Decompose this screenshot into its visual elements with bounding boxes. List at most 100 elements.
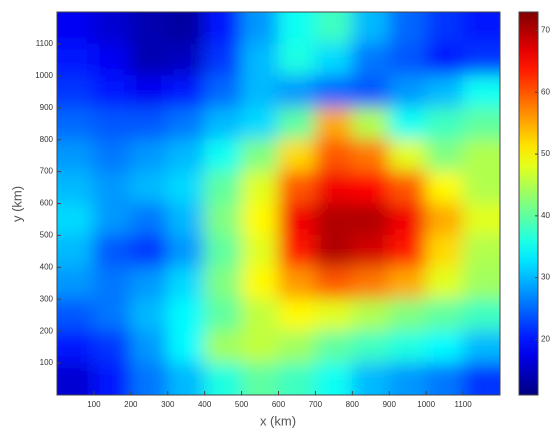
heatmap-cell (130, 12, 169, 45)
heatmap-cell (351, 75, 390, 109)
heatmap-cell (204, 107, 243, 141)
colorbar-tick-label: 50 (541, 149, 550, 158)
heatmap-cell (93, 234, 132, 268)
heatmap-cell (93, 203, 132, 236)
heatmap-cell (462, 266, 500, 300)
colorbar-tick-label: 60 (541, 87, 550, 96)
heatmap-cell (388, 43, 427, 77)
heatmap-cell (425, 75, 464, 109)
y-tick-label: 1100 (36, 39, 54, 48)
heatmap-cell (130, 139, 169, 173)
heatmap-cell (278, 171, 316, 204)
heatmap-cell (388, 330, 427, 364)
heatmap-cell (130, 362, 169, 395)
heatmap-cell (425, 330, 464, 364)
x-tick-label: 1100 (454, 400, 472, 409)
heatmap-cell (130, 298, 169, 332)
heatmap-cell (351, 43, 390, 77)
heatmap-cell (388, 362, 427, 395)
heatmap-cell (278, 234, 316, 268)
y-tick-label: 900 (40, 103, 54, 112)
heatmap-cell (93, 75, 132, 109)
x-tick-label: 700 (309, 400, 323, 409)
heatmap-cell (204, 75, 243, 109)
x-tick-label: 600 (272, 400, 286, 409)
heatmap-cell (314, 330, 353, 364)
heatmap-cell (167, 43, 206, 77)
heatmap-cell (204, 362, 243, 395)
heatmap-cell (314, 234, 353, 268)
heatmap-cell (351, 171, 390, 204)
y-tick-label: 800 (40, 135, 54, 144)
heatmap-cell (462, 171, 500, 204)
heatmap-cell (388, 139, 427, 173)
heatmap-cell (278, 75, 316, 109)
heatmap-cell (462, 43, 500, 77)
heatmap-cell (314, 203, 353, 236)
heatmap-cell (57, 107, 95, 141)
heatmap-cell (204, 203, 243, 236)
heatmap-cell (57, 75, 95, 109)
heatmap-cell (351, 362, 390, 395)
colorbar (518, 11, 539, 396)
heatmap-cell (167, 234, 206, 268)
heatmap-cell (462, 107, 500, 141)
heatmap-cell (241, 139, 279, 173)
heatmap-cell (204, 298, 243, 332)
heatmap-cell (314, 266, 353, 300)
y-tick-label: 1000 (35, 71, 53, 80)
heatmap-cell (57, 330, 95, 364)
heatmap-cell (351, 266, 390, 300)
heatmap-cell (167, 171, 206, 204)
heatmap-cell (462, 12, 500, 45)
heatmap-cell (57, 298, 95, 332)
heatmap-cell (130, 107, 169, 141)
heatmap-cell (278, 266, 316, 300)
heatmap-cell (351, 330, 390, 364)
x-tick-label: 100 (87, 400, 101, 409)
heatmap-cell (425, 171, 464, 204)
y-tick-label: 400 (40, 262, 54, 271)
heatmap-cell (130, 234, 169, 268)
x-tick-label: 400 (198, 400, 212, 409)
heatmap-cell (93, 171, 132, 204)
x-tick-label: 500 (235, 400, 249, 409)
heatmap-cell (204, 43, 243, 77)
heatmap-cell (57, 266, 95, 300)
heatmap-cell (351, 203, 390, 236)
heatmap-cell (388, 234, 427, 268)
heatmap-cell (278, 203, 316, 236)
heatmap-cell (57, 203, 95, 236)
heatmap-cell (241, 330, 279, 364)
heatmap-cell (241, 12, 279, 45)
heatmap-cell (314, 362, 353, 395)
heatmap-cell (278, 298, 316, 332)
heatmap-cell (130, 266, 169, 300)
heatmap-cell (167, 139, 206, 173)
heatmap-cell (388, 12, 427, 45)
heatmap-cell (93, 12, 132, 45)
heatmap-cell (425, 362, 464, 395)
heatmap-cell (204, 171, 243, 204)
heatmap-cell (425, 234, 464, 268)
y-tick-label: 300 (40, 294, 54, 303)
heatmap-cell (57, 12, 95, 45)
heatmap-cell (204, 12, 243, 45)
heatmap-cell (351, 298, 390, 332)
heatmap-cell (167, 362, 206, 395)
heatmap-cell (130, 171, 169, 204)
heatmap-cell (57, 362, 95, 395)
heatmap-cell (167, 266, 206, 300)
y-axis-label: y (km) (9, 186, 24, 222)
x-tick-label: 900 (383, 400, 397, 409)
heatmap-cell (462, 330, 500, 364)
heatmap-cell (167, 107, 206, 141)
heatmap-cell (351, 12, 390, 45)
heatmap-cell (57, 139, 95, 173)
heatmap-cell (388, 75, 427, 109)
heatmap (57, 12, 500, 395)
heatmap-cell (241, 75, 279, 109)
colorbar-tick-label: 20 (541, 335, 550, 344)
heatmap-cell (241, 43, 279, 77)
heatmap-cell (314, 43, 353, 77)
